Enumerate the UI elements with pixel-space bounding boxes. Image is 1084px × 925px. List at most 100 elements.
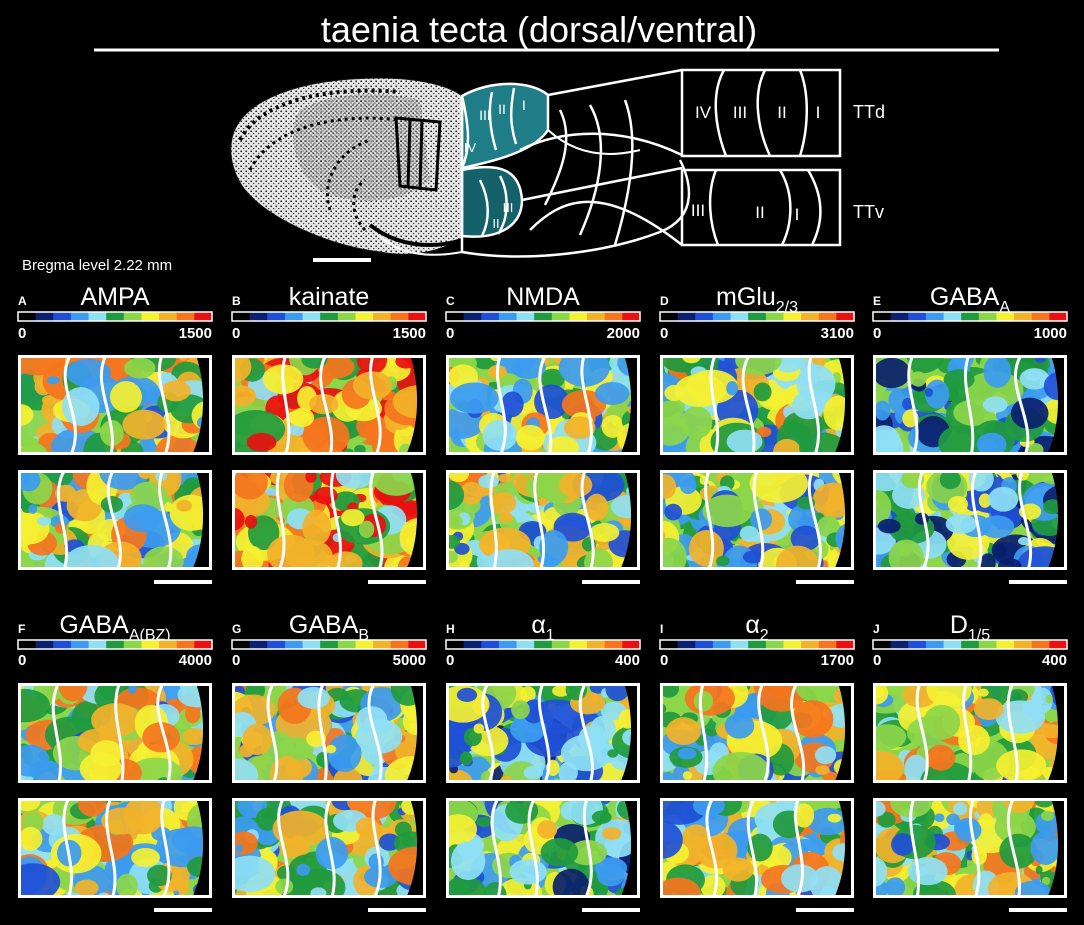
colorbar-segment <box>70 312 90 321</box>
colorbar-segment <box>961 640 980 649</box>
colorbar-segment <box>355 312 374 321</box>
colorbar <box>17 311 213 322</box>
colorbar-frame <box>231 311 427 322</box>
receptor-base: kainate <box>289 283 370 311</box>
receptor-base: GABA <box>930 283 1000 311</box>
dorsal-autoradiograph <box>446 355 640 455</box>
colorbar-segment <box>587 640 606 649</box>
colorbar-segment <box>730 312 749 321</box>
receptor-subscript: 2 <box>760 627 769 644</box>
schematic-labels: IV III II I TTd III II I TTv III II I IV… <box>464 97 885 231</box>
colorbar-segment <box>677 640 696 649</box>
scale-bar <box>796 908 854 912</box>
panel-letter: J <box>873 622 880 636</box>
colorbar-segment <box>194 312 213 321</box>
colorbar <box>872 311 1068 322</box>
colorbar-max-label: 3100 <box>821 325 854 342</box>
dorsal-autoradiograph <box>873 355 1067 455</box>
colorbar-segment <box>446 640 465 649</box>
colorbar-segment <box>748 312 767 321</box>
colorbar-frame <box>231 639 427 650</box>
colorbar-segment <box>355 640 374 649</box>
overlay-layer-IV: IV <box>464 140 477 155</box>
colorbar-min-label: 0 <box>232 652 240 669</box>
colorbar-segment <box>925 312 945 321</box>
colorbar-min-label: 0 <box>18 325 26 342</box>
receptor-base: AMPA <box>81 283 150 311</box>
panel-E: E GABAA 0 1000 <box>872 283 1068 584</box>
brain-section-image <box>230 77 463 256</box>
colorbar-segment <box>408 640 427 649</box>
colorbar-segment <box>873 640 892 649</box>
colorbar-segment <box>53 640 72 649</box>
colorbar-frame <box>659 311 855 322</box>
scale-bar <box>154 580 212 584</box>
dorsal-autoradiograph <box>660 355 854 455</box>
ventral-autoradiograph <box>18 798 212 898</box>
colorbar-frame <box>17 639 213 650</box>
map-frame <box>873 798 1067 898</box>
panel-F: F GABAA(BZ) 0 4000 <box>17 611 213 912</box>
colorbar-segment <box>534 640 553 649</box>
colorbar-segment <box>836 312 855 321</box>
colorbar-segment <box>1049 312 1068 321</box>
colorbar-segment <box>498 312 518 321</box>
colorbar-segment <box>498 640 518 649</box>
colorbar-segment <box>390 640 409 649</box>
dorsal-autoradiograph <box>446 683 640 783</box>
colorbar-segment <box>695 312 714 321</box>
receptor-name: α1 <box>531 611 554 644</box>
scale-bar <box>582 580 640 584</box>
receptor-name: NMDA <box>506 283 580 311</box>
colorbar-frame <box>872 311 1068 322</box>
panel-letter: A <box>18 294 27 308</box>
overlay-layer-II: II <box>498 101 506 117</box>
colorbar-segment <box>106 312 125 321</box>
colorbar-max-label: 1500 <box>179 325 212 342</box>
ventral-autoradiograph <box>660 798 854 898</box>
colorbar-segment <box>302 640 321 649</box>
colorbar-segment <box>730 640 749 649</box>
scale-bar <box>1009 580 1067 584</box>
colorbar-min-label: 0 <box>232 325 240 342</box>
dorsal-autoradiograph <box>18 683 212 783</box>
colorbar-segment <box>890 312 909 321</box>
map-frame <box>660 798 854 898</box>
overlay-ventral-layer-III: III <box>503 200 514 215</box>
dorsal-layer-II: II <box>777 103 786 122</box>
colorbar-segment <box>106 640 125 649</box>
colorbar-segment <box>53 312 72 321</box>
overlay-ventral-layer-II: II <box>492 216 499 231</box>
receptor-name: α2 <box>745 611 768 644</box>
map-frame <box>232 798 426 898</box>
colorbar-segment <box>249 312 268 321</box>
colorbar-segment <box>818 640 837 649</box>
colorbar-segment <box>337 640 356 649</box>
ventral-autoradiograph <box>18 470 212 570</box>
colorbar-segment <box>569 640 588 649</box>
scale-bar <box>582 908 640 912</box>
colorbar-segment <box>712 312 732 321</box>
colorbar-min-label: 0 <box>660 652 668 669</box>
colorbar-segment <box>481 312 500 321</box>
map-frame <box>660 470 854 570</box>
colorbar <box>872 639 1068 650</box>
colorbar-segment <box>481 640 500 649</box>
colorbar-segment <box>373 312 392 321</box>
colorbar-segment <box>534 312 553 321</box>
colorbar-segment <box>88 640 107 649</box>
receptor-subscript: A <box>999 299 1010 316</box>
map-frame <box>446 470 640 570</box>
ventral-region-label: TTv <box>853 202 884 222</box>
colorbar-segment <box>232 640 251 649</box>
colorbar <box>445 639 641 650</box>
colorbar-segment <box>18 312 37 321</box>
colorbar-segment <box>463 312 482 321</box>
colorbar-segment <box>604 640 623 649</box>
receptor-base: α <box>745 611 759 639</box>
colorbar-segment <box>978 640 997 649</box>
map-frame <box>232 470 426 570</box>
scale-bar <box>1009 908 1067 912</box>
